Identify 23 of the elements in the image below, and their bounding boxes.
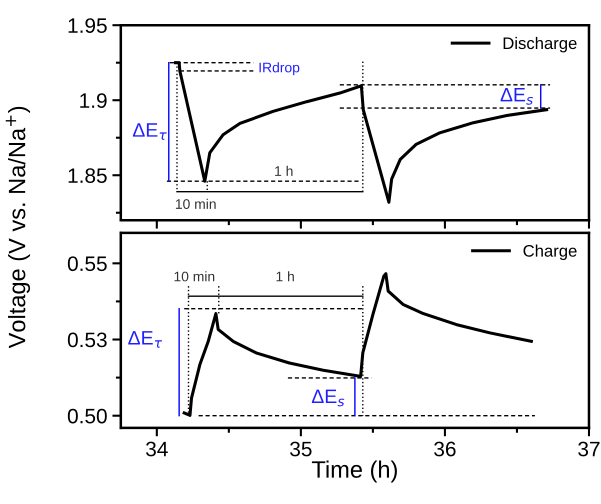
annotation: ΔE$_{s}$ <box>500 88 533 105</box>
y-tick-label: 0.53 <box>68 332 107 348</box>
annotation: 10 min <box>174 271 214 282</box>
y-tick-label: 1.9 <box>80 93 107 108</box>
y-axis-title: Voltage (V vs. Na/Na$^{+}$) <box>6 106 30 348</box>
y-tick-label: 0.50 <box>68 408 107 424</box>
annotation: ΔE$_{s}$ <box>312 390 344 406</box>
x-tick-label: 35 <box>290 442 312 456</box>
x-tick-label: 36 <box>434 442 456 456</box>
x-tick-label: 37 <box>578 442 600 456</box>
y-tick-label: 1.95 <box>68 18 107 33</box>
x-axis-title: Time (h) <box>312 460 397 483</box>
annotation: ΔE$_{τ}$ <box>128 331 162 348</box>
legend-label: Charge <box>524 244 577 260</box>
x-tick-label: 34 <box>146 442 168 456</box>
annotation: 10 min <box>176 198 216 209</box>
legend-label: Discharge <box>504 36 577 52</box>
y-tick-label: 1.85 <box>68 168 107 183</box>
annotation: IRdrop <box>259 62 300 76</box>
annotation: ΔE$_{τ}$ <box>132 123 167 140</box>
annotation: 1 h <box>276 271 294 282</box>
annotation: 1 h <box>275 166 292 176</box>
y-tick-label: 0.55 <box>68 256 107 272</box>
